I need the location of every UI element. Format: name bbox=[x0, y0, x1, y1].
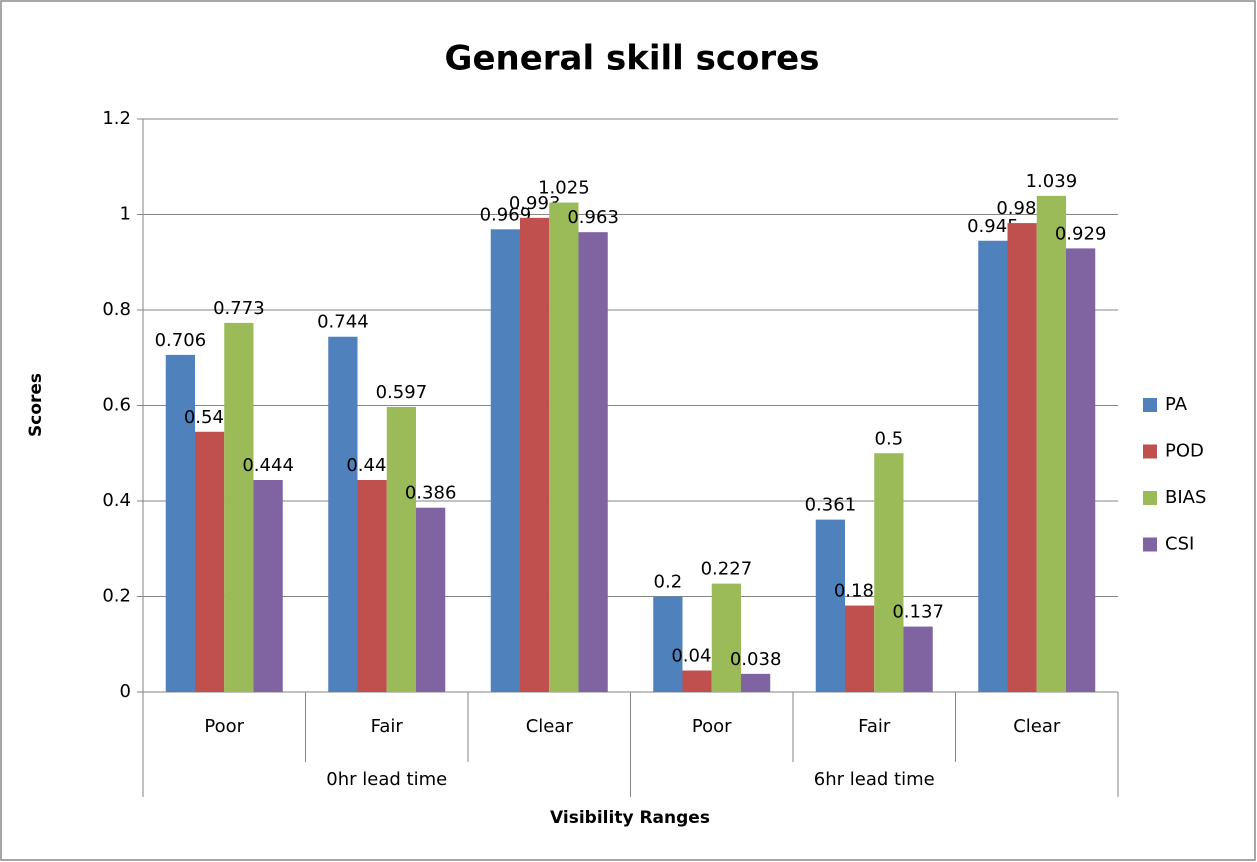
legend-swatch bbox=[1143, 491, 1157, 505]
bar bbox=[253, 479, 283, 692]
y-axis-title: Scores bbox=[26, 373, 46, 437]
data-label: 0.963 bbox=[567, 207, 619, 228]
data-label: 0.227 bbox=[701, 559, 753, 580]
data-label: 0.137 bbox=[892, 602, 944, 623]
y-tick-label: 1 bbox=[120, 204, 131, 225]
data-label: 0.993 bbox=[509, 193, 561, 214]
data-label: 0.5 bbox=[875, 428, 904, 449]
data-label: 0.929 bbox=[1055, 223, 1107, 244]
bar bbox=[224, 322, 254, 692]
bar bbox=[416, 507, 446, 692]
data-label: 0.744 bbox=[317, 312, 369, 333]
bar bbox=[1066, 248, 1096, 692]
data-label: 0.597 bbox=[376, 382, 428, 403]
data-label: 0.2 bbox=[654, 572, 683, 593]
legend-label: CSI bbox=[1165, 534, 1194, 555]
y-tick-label: 0.8 bbox=[102, 299, 131, 320]
data-label: 0.361 bbox=[805, 495, 857, 516]
legend-swatch bbox=[1143, 537, 1157, 552]
data-label: 0.444 bbox=[242, 455, 294, 476]
bar bbox=[1007, 223, 1037, 692]
data-label: 0.545 bbox=[184, 407, 236, 428]
data-label: 0.969 bbox=[480, 204, 532, 225]
x-axis-title: Visibility Ranges bbox=[550, 808, 710, 828]
data-label: 0.045 bbox=[671, 646, 723, 667]
bar bbox=[903, 626, 933, 692]
bar bbox=[845, 605, 875, 692]
x-tick-label: Poor bbox=[692, 716, 732, 737]
bar bbox=[815, 519, 845, 692]
legend-swatch bbox=[1143, 444, 1157, 459]
legend-label: PA bbox=[1165, 394, 1188, 415]
data-label: 0.444 bbox=[346, 455, 398, 476]
bar bbox=[1036, 195, 1066, 692]
bar bbox=[549, 202, 579, 692]
data-label: 0.181 bbox=[834, 581, 886, 602]
data-label: 0.386 bbox=[405, 483, 457, 504]
y-tick-label: 0.2 bbox=[102, 586, 131, 607]
data-label: 1.039 bbox=[1026, 171, 1078, 192]
data-label: 0.945 bbox=[967, 216, 1019, 237]
bar bbox=[653, 596, 683, 692]
bar bbox=[682, 670, 712, 692]
y-tick-label: 0 bbox=[120, 681, 131, 702]
y-tick-label: 1.2 bbox=[102, 108, 131, 129]
x-tick-label: Fair bbox=[371, 716, 404, 737]
bar bbox=[165, 354, 195, 692]
bar bbox=[195, 431, 225, 692]
x-tick-label: Poor bbox=[204, 716, 244, 737]
chart-title: General skill scores bbox=[445, 39, 820, 79]
data-label: 0.982 bbox=[996, 198, 1048, 219]
legend-label: POD bbox=[1165, 441, 1204, 462]
bar bbox=[711, 583, 741, 692]
bar bbox=[874, 453, 904, 692]
bar bbox=[357, 479, 387, 692]
bar bbox=[578, 232, 608, 693]
data-label: 1.025 bbox=[538, 178, 590, 199]
x-tick-label: Fair bbox=[858, 716, 891, 737]
data-label: 0.038 bbox=[730, 649, 782, 670]
legend-label: BIAS bbox=[1165, 487, 1206, 508]
x-tick-label: Clear bbox=[526, 716, 574, 737]
y-tick-label: 0.4 bbox=[102, 490, 131, 511]
data-label: 0.706 bbox=[155, 330, 207, 351]
y-tick-label: 0.6 bbox=[102, 395, 131, 416]
group-label: 0hr lead time bbox=[326, 769, 447, 790]
bar bbox=[741, 673, 771, 692]
bar bbox=[978, 240, 1008, 692]
bar bbox=[490, 229, 520, 693]
legend-swatch bbox=[1143, 398, 1157, 412]
group-label: 6hr lead time bbox=[814, 769, 935, 790]
bar bbox=[520, 217, 550, 692]
data-label: 0.773 bbox=[213, 298, 265, 319]
bar bbox=[386, 406, 416, 692]
bar bbox=[328, 336, 358, 692]
x-tick-label: Clear bbox=[1013, 716, 1061, 737]
